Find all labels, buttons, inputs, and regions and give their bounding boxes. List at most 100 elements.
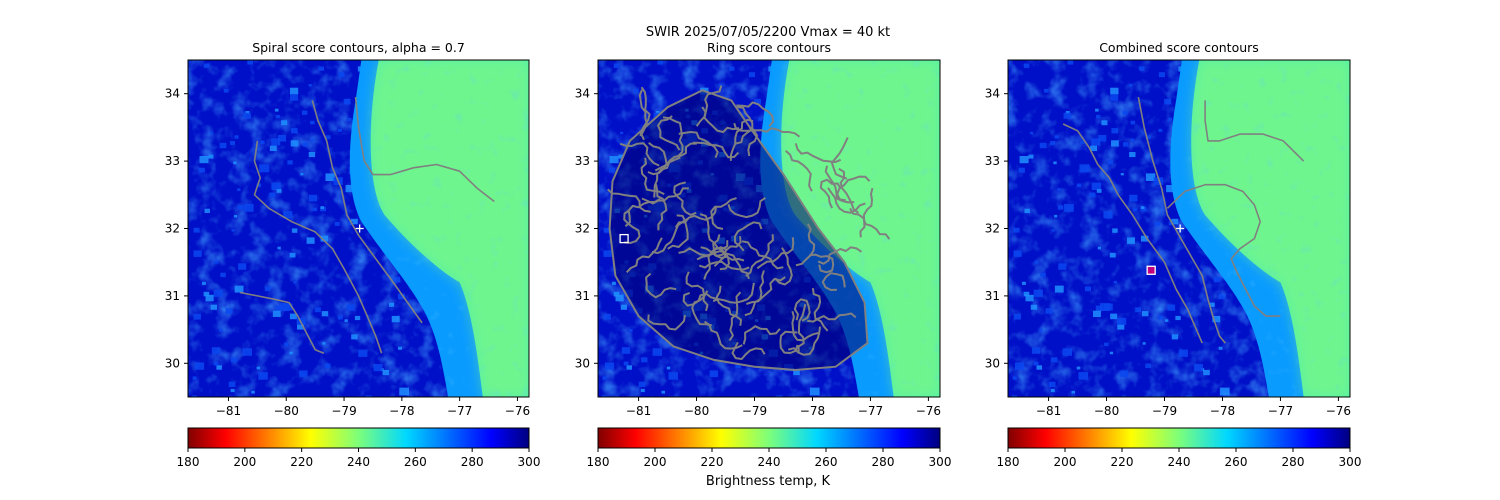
y-tick-label: 32 xyxy=(575,222,590,236)
image-speckle xyxy=(243,112,251,119)
image-speckle xyxy=(1145,173,1156,181)
image-speckle xyxy=(1129,84,1133,87)
image-speckle xyxy=(223,88,229,93)
colorbar-tick-label: 300 xyxy=(1339,455,1362,469)
ring-contour xyxy=(797,303,807,353)
image-speckle xyxy=(1045,308,1053,314)
y-tick-label: 34 xyxy=(575,87,590,101)
image-speckle xyxy=(277,135,286,142)
image-speckle xyxy=(214,260,219,264)
ring-contour xyxy=(710,197,737,230)
ring-contour xyxy=(821,272,846,291)
colorbar-tick-label: 200 xyxy=(1054,455,1077,469)
image-speckle xyxy=(629,329,633,332)
image-speckle xyxy=(256,183,262,188)
image-speckle xyxy=(321,311,329,317)
image-speckle xyxy=(1091,182,1102,190)
image-speckle xyxy=(290,140,299,147)
image-speckle xyxy=(289,351,293,355)
image-speckle xyxy=(1145,363,1151,369)
image-speckle xyxy=(1165,319,1169,322)
image-speckle xyxy=(1100,303,1110,311)
ring-contour xyxy=(654,142,697,172)
image-speckle xyxy=(302,110,308,115)
image-speckle xyxy=(603,250,612,257)
image-speckle xyxy=(306,237,315,244)
image-speckle xyxy=(1062,348,1072,356)
ring-contour xyxy=(733,122,759,157)
image-speckle xyxy=(308,152,316,158)
ring-contour xyxy=(787,326,821,356)
image-speckle xyxy=(1117,317,1127,325)
image-speckle xyxy=(1103,211,1113,219)
image-speckle xyxy=(1076,183,1082,188)
image-speckle xyxy=(1140,206,1145,209)
image-speckle xyxy=(237,205,244,210)
image-speckle xyxy=(1018,167,1025,173)
image-speckle xyxy=(234,285,244,293)
image-speckle xyxy=(290,94,298,101)
image-speckle xyxy=(1050,141,1056,145)
y-tick-label: 30 xyxy=(985,356,1000,370)
image-speckle xyxy=(620,131,624,135)
y-tick-label: 31 xyxy=(985,289,1000,303)
score-contour xyxy=(1204,100,1305,162)
ring-contour xyxy=(817,246,863,265)
image-speckle xyxy=(1079,164,1090,173)
image-speckle xyxy=(1113,280,1117,284)
x-tick-label: −80 xyxy=(684,404,709,418)
image-speckle xyxy=(324,363,331,369)
image-speckle xyxy=(1171,334,1179,340)
ring-contour xyxy=(838,167,860,214)
image-speckle xyxy=(269,192,276,198)
ring-contour xyxy=(667,214,689,250)
colorbar-tick-label: 240 xyxy=(347,455,370,469)
image-speckle xyxy=(1098,135,1107,142)
satellite-image xyxy=(188,60,529,397)
image-speckle xyxy=(1013,227,1020,233)
image-speckle xyxy=(275,114,281,119)
figure-suptitle: SWIR 2025/07/05/2200 Vmax = 40 kt xyxy=(646,25,890,40)
image-speckle xyxy=(1109,252,1116,258)
image-speckle xyxy=(256,366,261,370)
image-speckle xyxy=(729,66,735,71)
image-speckle xyxy=(334,221,340,226)
image-speckle xyxy=(1120,173,1124,176)
image-speckle xyxy=(274,108,279,112)
x-tick-label: −79 xyxy=(1152,404,1177,418)
image-speckle xyxy=(310,120,315,125)
image-speckle xyxy=(1110,313,1118,320)
image-speckle xyxy=(1013,250,1022,257)
image-speckle xyxy=(258,372,268,380)
image-speckle xyxy=(1097,246,1101,250)
image-speckle xyxy=(638,381,646,388)
image-speckle xyxy=(325,135,331,140)
image-speckle xyxy=(1054,214,1058,218)
image-speckle xyxy=(1111,128,1118,134)
image-speckle xyxy=(203,291,210,297)
image-speckle xyxy=(603,313,611,320)
image-speckle xyxy=(1051,357,1058,363)
image-speckle xyxy=(213,361,219,366)
ring-contour xyxy=(811,287,829,332)
score-contour xyxy=(311,100,423,324)
image-speckle xyxy=(1095,108,1099,112)
image-speckle xyxy=(1168,117,1172,121)
panel-title: Combined score contours xyxy=(1099,40,1259,55)
image-speckle xyxy=(1167,304,1176,311)
y-tick-label: 30 xyxy=(165,356,180,370)
image-speckle xyxy=(209,131,213,135)
ring-contour xyxy=(685,271,709,312)
image-speckle xyxy=(234,214,238,218)
image-speckle xyxy=(243,203,254,212)
ring-contour xyxy=(639,86,651,137)
x-tick-label: −78 xyxy=(1210,404,1235,418)
image-speckle xyxy=(337,315,343,320)
image-speckle xyxy=(657,60,664,65)
ring-contour xyxy=(607,188,651,213)
y-tick-label: 34 xyxy=(165,87,180,101)
image-speckle xyxy=(210,304,217,310)
ring-contour xyxy=(774,247,793,286)
image-speckle xyxy=(640,388,645,393)
y-tick-label: 30 xyxy=(575,356,590,370)
